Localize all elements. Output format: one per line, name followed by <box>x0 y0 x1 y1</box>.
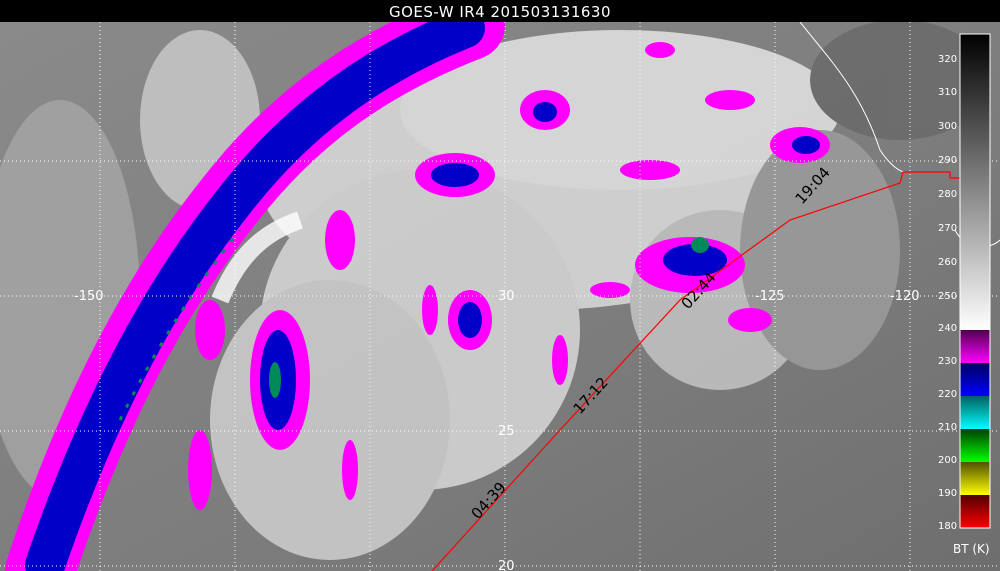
colorbar-tick-label: 270 <box>938 223 957 234</box>
latitude-label: 20 <box>498 559 515 571</box>
colorbar-tick-label: 260 <box>938 257 957 268</box>
colorbar-tick-label: 190 <box>938 488 957 499</box>
latitude-label: 30 <box>498 289 515 304</box>
latitude-label: 25 <box>498 424 515 439</box>
colorbar-tick-label: 200 <box>938 455 957 466</box>
lat-lon-grid <box>0 22 1000 571</box>
colorbar-label: BT (K) <box>953 542 990 556</box>
longitude-label: -125 <box>755 289 785 304</box>
colorbar-tick-label: 220 <box>938 389 957 400</box>
longitude-label: -120 <box>890 289 920 304</box>
colorbar-tick-label: 290 <box>938 155 957 166</box>
satellite-map: -150 -125 -120 30 25 20 04:39 17:12 02:4… <box>0 22 1000 571</box>
longitude-label: -150 <box>74 289 104 304</box>
colorbar-tick-label: 230 <box>938 356 957 367</box>
colorbar-tick-label: 300 <box>938 121 957 132</box>
satellite-track <box>431 171 985 571</box>
cold-cloud-band <box>5 22 830 571</box>
colorbar-tick-label: 240 <box>938 323 957 334</box>
image-title: GOES-W IR4 201503131630 <box>0 0 1000 22</box>
colorbar-tick-label: 250 <box>938 291 957 302</box>
colorbar-tick-label: 210 <box>938 422 957 433</box>
colorbar <box>959 33 991 529</box>
colorbar-tick-label: 280 <box>938 189 957 200</box>
colorbar-tick-label: 180 <box>938 521 957 532</box>
colorbar-tick-label: 320 <box>938 54 957 65</box>
colorbar-tick-label: 310 <box>938 87 957 98</box>
